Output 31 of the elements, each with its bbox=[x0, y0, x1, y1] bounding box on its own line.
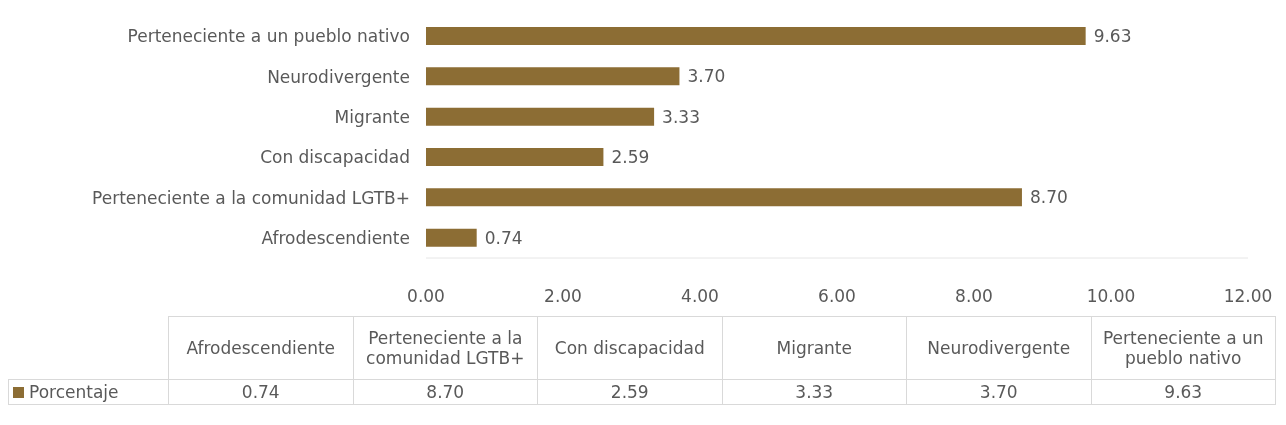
x-tick-label: 10.00 bbox=[1086, 286, 1136, 307]
y-tick-label: Neurodivergente bbox=[267, 66, 410, 87]
y-tick-label: Perteneciente a un pueblo nativo bbox=[127, 26, 410, 47]
y-tick-label: Migrante bbox=[334, 106, 410, 127]
x-tick-label: 2.00 bbox=[544, 286, 582, 307]
data-label: 2.59 bbox=[611, 146, 650, 167]
data-label: 3.33 bbox=[662, 106, 700, 127]
category-label: Migrante bbox=[776, 338, 852, 358]
text: 8.70 bbox=[426, 382, 465, 402]
y-tick-label: Con discapacidad bbox=[260, 147, 410, 168]
text: 2.59 bbox=[610, 382, 649, 402]
data-label: 8.70 bbox=[1029, 187, 1068, 208]
category-label: Perteneciente a un pueblo nativo bbox=[1102, 328, 1264, 368]
category-label: Perteneciente a la comunidad LGTB+ bbox=[366, 328, 525, 368]
text: 9.63 bbox=[1164, 382, 1203, 402]
text: 3.33 bbox=[795, 382, 834, 402]
x-tick-label: 12.00 bbox=[1223, 286, 1273, 307]
text: 0.74 bbox=[241, 382, 280, 402]
x-tick-label: 6.00 bbox=[818, 286, 856, 307]
text: 3.70 bbox=[979, 382, 1018, 402]
y-tick-label: Afrodescendiente bbox=[261, 227, 410, 248]
data-label: 9.63 bbox=[1093, 25, 1132, 46]
x-tick-label: 0.00 bbox=[407, 286, 445, 307]
data-label: 0.74 bbox=[484, 227, 523, 248]
x-tick-label: 8.00 bbox=[955, 286, 993, 307]
y-tick-label: Perteneciente a la comunidad LGTB+ bbox=[92, 187, 410, 208]
data-label: 3.70 bbox=[687, 66, 726, 87]
x-tick-label: 4.00 bbox=[681, 286, 719, 307]
category-label: Con discapacidad bbox=[554, 338, 705, 358]
legend-label: Porcentaje bbox=[8, 379, 169, 405]
category-label: Neurodivergente bbox=[927, 338, 1071, 358]
